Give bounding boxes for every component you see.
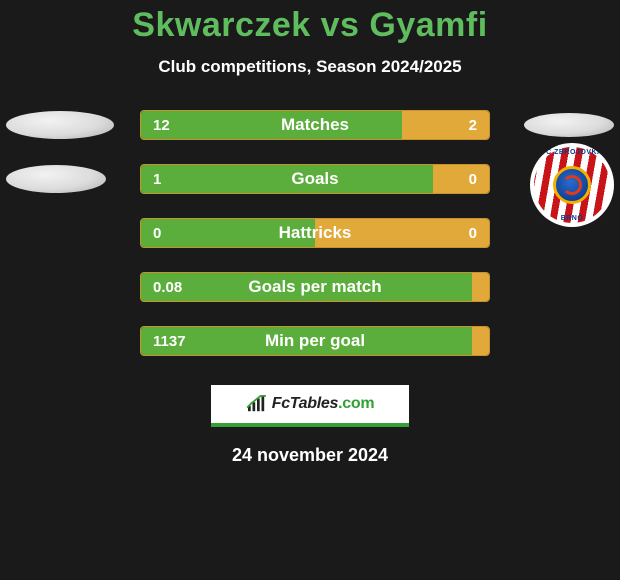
stat-bar: 00Hattricks	[140, 218, 490, 248]
brand-suffix: .com	[338, 395, 374, 412]
player-marker-right	[524, 113, 614, 137]
stat-right-value	[472, 327, 489, 355]
chart-icon	[246, 395, 268, 413]
club-badge: FC ZBROJOVKABRNO	[530, 143, 614, 227]
player-marker-left	[6, 111, 114, 139]
stat-right-value	[472, 273, 489, 301]
stat-rows: 122MatchesFC ZBROJOVKABRNO10Goals00Hattr…	[0, 109, 620, 371]
badge-text-top: FC ZBROJOVKA	[530, 149, 614, 156]
stat-left-value: 1	[141, 165, 433, 193]
stat-row: FC ZBROJOVKABRNO10Goals	[0, 163, 620, 209]
stat-right-value: 0	[433, 165, 489, 193]
stat-row: 0.08Goals per match	[0, 271, 620, 317]
stat-left-value: 12	[141, 111, 402, 139]
stat-row: 1137Min per goal	[0, 325, 620, 371]
stat-right-value: 2	[402, 111, 489, 139]
subtitle: Club competitions, Season 2024/2025	[0, 57, 620, 77]
stat-bar: 1137Min per goal	[140, 326, 490, 356]
stat-row: 122Matches	[0, 109, 620, 155]
brand-text: FcTables.com	[272, 395, 375, 413]
page-title: Skwarczek vs Gyamfi	[0, 6, 620, 45]
brand-name: FcTables	[272, 395, 338, 412]
date-label: 24 november 2024	[0, 445, 620, 466]
stat-left-value: 0.08	[141, 273, 472, 301]
player-marker-left	[6, 165, 106, 193]
stat-left-value: 0	[141, 219, 315, 247]
stat-left-value: 1137	[141, 327, 472, 355]
stat-bar: 0.08Goals per match	[140, 272, 490, 302]
stat-bar: 122Matches	[140, 110, 490, 140]
stat-bar: 10Goals	[140, 164, 490, 194]
brand-box[interactable]: FcTables.com	[211, 385, 409, 427]
stat-row: 00Hattricks	[0, 217, 620, 263]
stat-right-value: 0	[315, 219, 489, 247]
